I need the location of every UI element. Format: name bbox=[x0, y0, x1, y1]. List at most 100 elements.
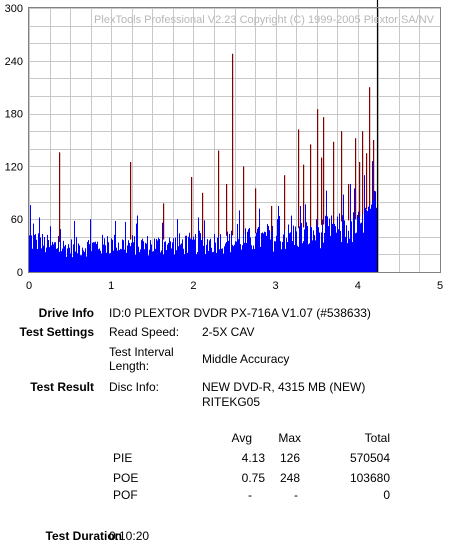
pie-bar bbox=[361, 222, 362, 272]
pie-bar bbox=[123, 240, 124, 272]
pie-bar bbox=[344, 220, 345, 272]
pie-bar bbox=[67, 248, 68, 272]
pie-bar bbox=[190, 238, 191, 272]
pie-bar bbox=[252, 249, 253, 272]
pie-bar bbox=[49, 247, 50, 272]
pie-bar bbox=[206, 244, 207, 272]
pie-bar bbox=[158, 237, 159, 272]
pie-bar bbox=[220, 234, 221, 272]
pie-bar bbox=[42, 233, 43, 272]
pie-bar bbox=[61, 251, 62, 272]
pie-bar bbox=[204, 220, 205, 272]
pie-bar bbox=[109, 253, 110, 272]
pie-bar bbox=[343, 194, 344, 272]
pie-bar bbox=[296, 231, 297, 272]
pie-bar bbox=[113, 250, 114, 272]
pie-bar bbox=[248, 229, 249, 272]
pie-bar bbox=[281, 249, 282, 272]
pie-bar bbox=[41, 248, 42, 272]
pie-bar bbox=[93, 242, 94, 272]
pie-bar bbox=[80, 255, 81, 272]
pie-bar bbox=[238, 239, 239, 272]
pie-bar bbox=[89, 244, 90, 272]
pie-bar bbox=[335, 226, 336, 272]
pie-bar bbox=[136, 223, 137, 272]
pie-bar bbox=[54, 242, 55, 272]
poe-bar bbox=[333, 141, 335, 223]
pie-bar bbox=[96, 244, 97, 272]
pie-bar bbox=[233, 246, 234, 272]
poe-bar bbox=[59, 152, 61, 242]
pie-bar bbox=[283, 234, 284, 272]
pie-bar bbox=[251, 245, 252, 272]
pie-bar bbox=[53, 244, 54, 272]
pie-bar bbox=[66, 256, 67, 272]
test-settings-label: Test Settings bbox=[19, 325, 94, 339]
pie-bar bbox=[260, 246, 261, 272]
pie-bar bbox=[358, 211, 359, 272]
pie-bar bbox=[257, 228, 258, 272]
pie-bar bbox=[128, 240, 129, 272]
pie-bar bbox=[302, 243, 303, 272]
pie-bar bbox=[131, 242, 132, 272]
poe-bar bbox=[163, 203, 165, 240]
pie-bar bbox=[300, 206, 301, 272]
y-tick-label: 180 bbox=[5, 109, 23, 121]
pie-bar bbox=[303, 241, 304, 272]
pie-bar bbox=[199, 230, 200, 272]
pie-bar bbox=[371, 204, 372, 272]
pie-bar bbox=[103, 244, 104, 272]
pie-bar bbox=[188, 236, 189, 272]
poe-bar bbox=[359, 162, 361, 217]
pie-bar bbox=[216, 252, 217, 272]
pie-bar bbox=[267, 224, 268, 272]
pie-bar bbox=[135, 254, 136, 272]
pie-bar bbox=[244, 242, 245, 272]
pie-bar bbox=[272, 225, 273, 272]
pie-bar bbox=[299, 226, 300, 272]
pie-bar bbox=[179, 233, 180, 272]
pie-bar bbox=[73, 244, 74, 272]
pie-bar bbox=[149, 249, 150, 272]
pie-bar bbox=[124, 249, 125, 272]
y-tick-label: 60 bbox=[11, 214, 23, 226]
disc-info-line2: RITEKG05 bbox=[202, 395, 261, 409]
pie-bar bbox=[126, 252, 127, 272]
pie-bar bbox=[30, 205, 31, 272]
poe-bar bbox=[373, 140, 375, 201]
pie-bar bbox=[262, 232, 263, 272]
pie-bar bbox=[308, 244, 309, 272]
pie-bar bbox=[203, 245, 204, 272]
pie-bar bbox=[115, 220, 116, 272]
pie-bar bbox=[348, 230, 349, 272]
pie-bar bbox=[329, 218, 330, 272]
pie-bar bbox=[39, 217, 40, 272]
pie-bar bbox=[209, 240, 210, 272]
pie-bar bbox=[196, 254, 197, 272]
pie-bar bbox=[184, 254, 185, 272]
pie-bar bbox=[48, 240, 49, 272]
pie-bar bbox=[376, 207, 377, 272]
pie-bar bbox=[330, 235, 331, 272]
pie-bar bbox=[146, 243, 147, 272]
pie-bar bbox=[34, 235, 35, 272]
pie-bar bbox=[356, 232, 357, 272]
pie-bar bbox=[177, 219, 178, 272]
pie-bar bbox=[142, 238, 143, 272]
pie-bar bbox=[112, 239, 113, 272]
pie-bar bbox=[119, 249, 120, 272]
pie-bar bbox=[69, 247, 70, 272]
pie-bar bbox=[365, 207, 366, 272]
pie-bar bbox=[181, 243, 182, 272]
pie-bar bbox=[249, 227, 250, 272]
y-tick-label: 120 bbox=[5, 161, 23, 173]
interval-label-line2: Length: bbox=[109, 359, 150, 373]
pie-bar bbox=[280, 241, 281, 272]
pie-bar bbox=[310, 221, 311, 272]
pie-bar bbox=[58, 236, 59, 272]
pie-bar bbox=[312, 240, 313, 272]
pie-bar bbox=[132, 235, 133, 272]
pie-bar bbox=[347, 243, 348, 272]
poe-bar bbox=[226, 184, 228, 236]
pie-bar bbox=[165, 241, 166, 272]
